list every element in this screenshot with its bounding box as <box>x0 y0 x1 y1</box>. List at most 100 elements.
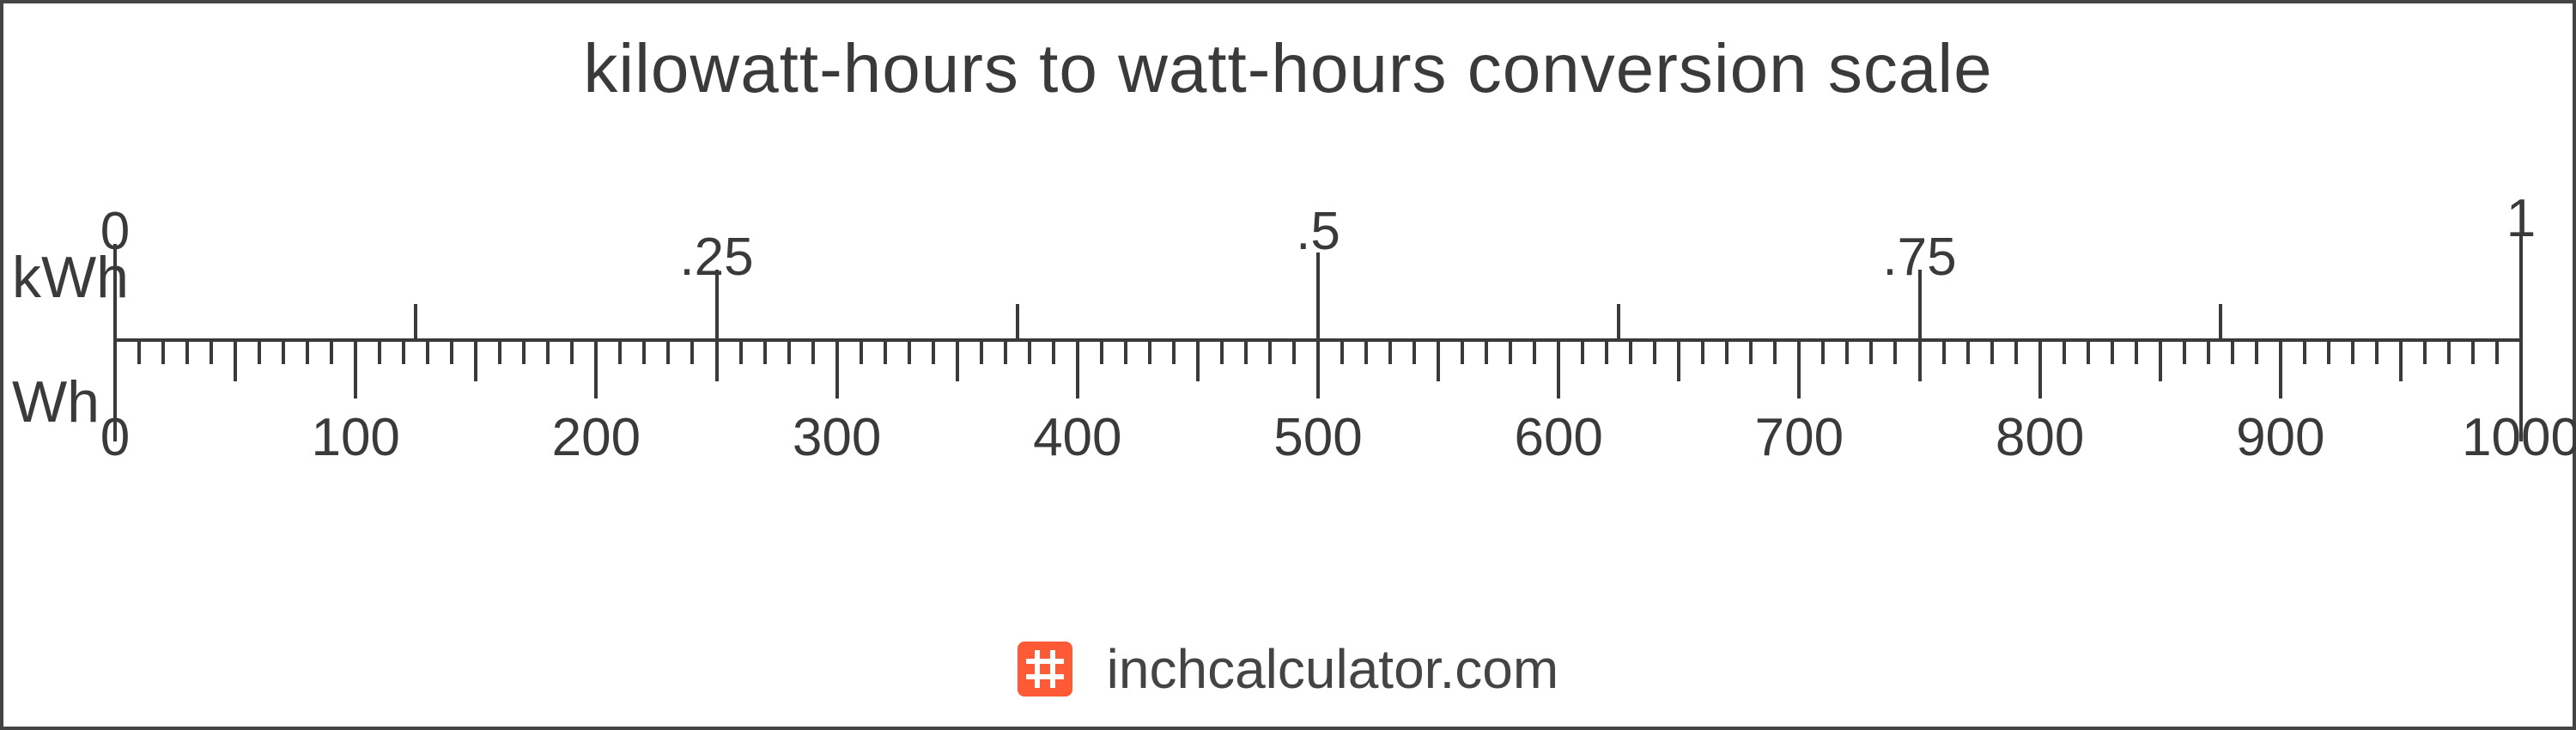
tick-bottom <box>450 338 453 364</box>
unit-label-bottom: Wh <box>12 368 98 435</box>
tick-bottom <box>354 338 357 398</box>
tick-bottom <box>210 338 213 364</box>
tick-bottom <box>1148 338 1151 364</box>
tick-bottom <box>1677 338 1680 381</box>
tick-bottom <box>498 338 501 364</box>
tick-label-bottom: 700 <box>1755 407 1844 468</box>
tick-bottom <box>1340 338 1344 364</box>
tick-bottom <box>2159 338 2162 381</box>
tick-bottom <box>282 338 285 364</box>
tick-bottom <box>1437 338 1440 381</box>
tick-bottom <box>2207 338 2210 364</box>
tick-label-top: .25 <box>679 227 753 288</box>
tick-bottom <box>1413 338 1416 364</box>
tick-bottom <box>1629 338 1632 364</box>
tick-bottom <box>980 338 983 364</box>
tick-bottom <box>1004 338 1007 364</box>
tick-label-bottom: 200 <box>552 407 641 468</box>
tick-bottom <box>1052 338 1055 364</box>
tick-bottom <box>2087 338 2090 364</box>
tick-bottom <box>1653 338 1656 364</box>
tick-bottom <box>1533 338 1536 364</box>
footer-text: inchcalculator.com <box>1107 638 1558 700</box>
tick-bottom <box>1893 338 1897 364</box>
tick-bottom <box>2063 338 2066 364</box>
tick-label-top: .75 <box>1882 227 1956 288</box>
tick-bottom <box>884 338 887 364</box>
tick-bottom <box>2014 338 2018 364</box>
tick-bottom <box>715 338 719 381</box>
tick-label-bottom: 300 <box>793 407 881 468</box>
tick-bottom <box>594 338 598 398</box>
tick-bottom <box>2111 338 2114 364</box>
tick-bottom <box>2183 338 2186 364</box>
tick-bottom <box>1485 338 1488 364</box>
tick-bottom <box>811 338 815 364</box>
tick-bottom <box>1388 338 1392 364</box>
tick-top <box>1617 304 1620 338</box>
tick-label-bottom: 500 <box>1273 407 1362 468</box>
tick-label-top: 1 <box>2506 188 2536 249</box>
tick-bottom <box>932 338 935 364</box>
tick-bottom <box>330 338 333 364</box>
tick-bottom <box>1172 338 1176 364</box>
tick-bottom <box>1966 338 1970 364</box>
tick-bottom <box>1268 338 1272 364</box>
tick-bottom <box>787 338 791 364</box>
tick-bottom <box>137 338 141 364</box>
tick-bottom <box>860 338 863 364</box>
tick-bottom <box>2255 338 2258 364</box>
tick-bottom <box>1100 338 1103 364</box>
tick-bottom <box>2303 338 2306 364</box>
tick-bottom <box>956 338 959 381</box>
tick-bottom <box>474 338 477 381</box>
tick-top <box>2219 304 2222 338</box>
tick-bottom <box>258 338 261 364</box>
tick-bottom <box>1773 338 1777 364</box>
tick-bottom <box>1292 338 1296 364</box>
tick-bottom <box>1557 338 1560 398</box>
tick-bottom <box>306 338 309 364</box>
tick-label-top: 0 <box>100 201 130 262</box>
tick-bottom <box>2038 338 2042 398</box>
tick-bottom <box>522 338 526 364</box>
tick-bottom <box>2447 338 2451 364</box>
tick-bottom <box>2231 338 2234 364</box>
tick-bottom <box>1942 338 1946 364</box>
tick-label-bottom: 100 <box>311 407 399 468</box>
tick-bottom <box>1918 338 1922 381</box>
tick-label-bottom: 1000 <box>2462 407 2576 468</box>
tick-bottom <box>1364 338 1368 364</box>
tick-bottom <box>378 338 381 364</box>
tick-bottom <box>1220 338 1224 364</box>
tick-bottom <box>161 338 165 364</box>
tick-bottom <box>570 338 574 364</box>
tick-bottom <box>1124 338 1127 364</box>
tick-bottom <box>2495 338 2499 364</box>
tick-bottom <box>1028 338 1031 364</box>
tick-bottom <box>1725 338 1728 364</box>
scale-area: kWh Wh 0.25.5.751 0100200300400500600700… <box>115 158 2521 519</box>
tick-top <box>1316 252 1320 338</box>
unit-label-top: kWh <box>12 244 98 311</box>
tick-bottom <box>1701 338 1704 364</box>
footer: inchcalculator.com <box>3 633 2573 701</box>
tick-bottom <box>1316 338 1320 398</box>
conversion-scale-frame: kilowatt-hours to watt-hours conversion … <box>0 0 2576 730</box>
tick-bottom <box>185 338 189 364</box>
tick-label-bottom: 0 <box>100 407 130 468</box>
tick-bottom <box>1196 338 1200 381</box>
tick-bottom <box>835 338 839 398</box>
tick-bottom <box>908 338 911 364</box>
tick-bottom <box>2351 338 2354 364</box>
tick-bottom <box>426 338 429 364</box>
tick-bottom <box>1845 338 1849 364</box>
tick-bottom <box>402 338 405 364</box>
tick-label-bottom: 600 <box>1514 407 1602 468</box>
chart-title: kilowatt-hours to watt-hours conversion … <box>3 29 2573 108</box>
tick-top <box>1016 304 1019 338</box>
tick-bottom <box>2399 338 2403 381</box>
tick-bottom <box>2279 338 2282 398</box>
tick-bottom <box>546 338 550 364</box>
tick-label-bottom: 400 <box>1033 407 1121 468</box>
